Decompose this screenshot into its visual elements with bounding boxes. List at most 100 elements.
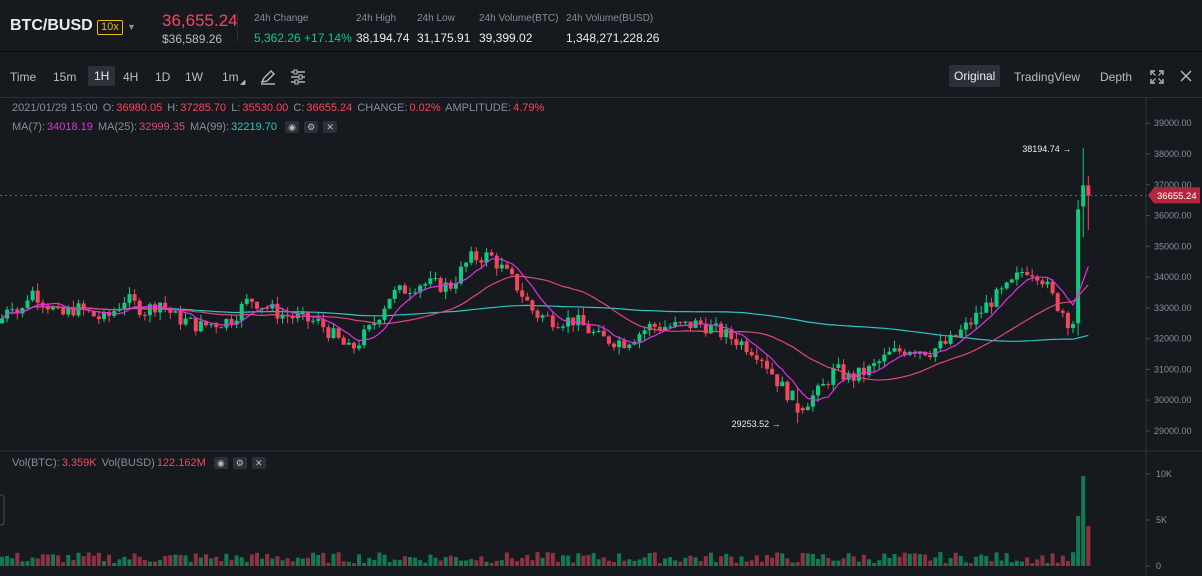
candle-body — [566, 317, 571, 327]
interval-15m[interactable]: 15m — [53, 70, 77, 84]
candle-body — [591, 331, 596, 334]
interval-1h[interactable]: 1H — [88, 66, 116, 86]
volume-bar — [683, 557, 688, 566]
volume-bar — [443, 557, 448, 566]
volume-bar — [20, 561, 25, 566]
candlestick-chart[interactable]: 39000.00 38000.00 37000.00 36000.00 35000.00… — [0, 98, 1202, 576]
interval-time[interactable]: Time — [10, 70, 37, 84]
candle-body — [647, 323, 652, 331]
high-marker: 38194.74 → — [1022, 144, 1071, 154]
volume-bar — [688, 555, 693, 566]
candle-body — [464, 262, 469, 267]
volume-bar — [499, 560, 504, 566]
low-marker: 29253.52 → — [732, 419, 781, 429]
volume-bar — [851, 556, 856, 566]
close-icon[interactable] — [1180, 70, 1192, 82]
volume-bar — [586, 555, 591, 566]
volume-bar — [198, 557, 203, 566]
candle-body — [836, 364, 841, 368]
volume-bar — [673, 560, 678, 566]
volume-bar — [402, 556, 407, 566]
pencil-icon[interactable] — [260, 69, 276, 85]
interval-1d[interactable]: 1D — [155, 70, 171, 84]
volume-bar — [137, 556, 142, 566]
candle-body — [1030, 274, 1035, 277]
candle-body — [657, 326, 662, 331]
volume-bar — [290, 561, 295, 566]
volume-bar — [530, 560, 535, 566]
settings-icon[interactable]: ⚙ — [232, 457, 247, 470]
candle-body — [724, 329, 729, 338]
candle-body — [51, 307, 55, 310]
volume-bar — [754, 555, 759, 566]
interval-4h[interactable]: 4H — [123, 70, 139, 84]
stat-24h-high: 24h High 38,194.74 — [356, 13, 410, 45]
candle-body — [586, 325, 591, 334]
volume-bar — [270, 558, 275, 566]
volume-bar — [362, 562, 367, 566]
pair-title[interactable]: BTC/BUSD — [10, 17, 93, 34]
candle-body — [775, 374, 780, 387]
candle-body — [71, 307, 76, 316]
volume-bar — [708, 552, 713, 566]
volume-info: Vol(BTC): 3.359K Vol(BUSD) 122.162M ◉ ⚙ ✕ — [12, 457, 268, 470]
volume-bar — [428, 554, 433, 566]
volume-bar — [831, 560, 836, 566]
volume-bar — [861, 554, 866, 566]
ohlc-o-label: O: — [102, 102, 115, 114]
candle-body — [15, 309, 20, 314]
volume-bar — [698, 561, 703, 566]
candle-body — [61, 307, 66, 315]
candle-body — [708, 325, 713, 334]
ma-info: MA(7): 34018.19 MA(25): 32999.35 MA(99): 32… — [12, 121, 339, 134]
ohlc-c-label: C: — [293, 102, 305, 114]
volume-bar — [239, 557, 244, 566]
candle-body — [1004, 282, 1009, 289]
settings-sliders-icon[interactable] — [290, 69, 306, 85]
candle-body — [1086, 185, 1091, 196]
view-depth[interactable]: Depth — [1100, 70, 1133, 84]
volume-bar — [357, 554, 361, 566]
interval-1w[interactable]: 1W — [185, 70, 203, 84]
price-tick-label: 36000.00 — [1154, 211, 1192, 221]
candle-body — [479, 260, 484, 263]
volume-bar — [147, 561, 152, 566]
volume-bar — [974, 556, 979, 566]
close-icon[interactable]: ✕ — [323, 121, 338, 134]
candle-body — [316, 319, 321, 321]
ohlc-open: 36980.05 — [116, 102, 163, 114]
leverage-badge[interactable]: 10x — [97, 20, 123, 35]
candle-body — [785, 381, 790, 401]
settings-icon[interactable]: ⚙ — [304, 121, 319, 134]
candle-body — [397, 285, 402, 290]
volume-bar — [234, 555, 239, 566]
candle-body — [408, 293, 412, 295]
view-original[interactable]: Original — [949, 65, 1001, 87]
fullscreen-icon[interactable] — [1150, 70, 1164, 84]
candle-body — [765, 360, 769, 369]
candle-body — [147, 304, 152, 316]
close-icon[interactable]: ✕ — [251, 457, 266, 470]
candle-body — [178, 311, 183, 325]
candle-body — [606, 336, 611, 344]
volume-bar — [785, 558, 790, 566]
candle-body — [10, 309, 15, 311]
candle-body — [255, 301, 259, 309]
interval-dropdown-icon[interactable]: ◢ — [240, 79, 246, 86]
eye-icon[interactable]: ◉ — [213, 457, 228, 470]
interval-1m[interactable]: 1m — [222, 70, 239, 84]
volume-bar — [632, 561, 637, 566]
candle-body — [979, 312, 984, 314]
candle-body — [790, 390, 795, 401]
candle-body — [744, 341, 749, 353]
chevron-down-icon[interactable]: ▼ — [127, 22, 136, 32]
candle-body — [423, 283, 428, 286]
volume-bar — [168, 555, 173, 566]
volume-bar — [224, 553, 229, 566]
ma25-label: MA(25): — [97, 121, 138, 133]
volume-bar — [739, 556, 744, 566]
volume-bar — [351, 563, 356, 566]
candle-body — [739, 341, 744, 346]
view-tradingview[interactable]: TradingView — [1014, 70, 1081, 84]
eye-icon[interactable]: ◉ — [285, 121, 300, 134]
